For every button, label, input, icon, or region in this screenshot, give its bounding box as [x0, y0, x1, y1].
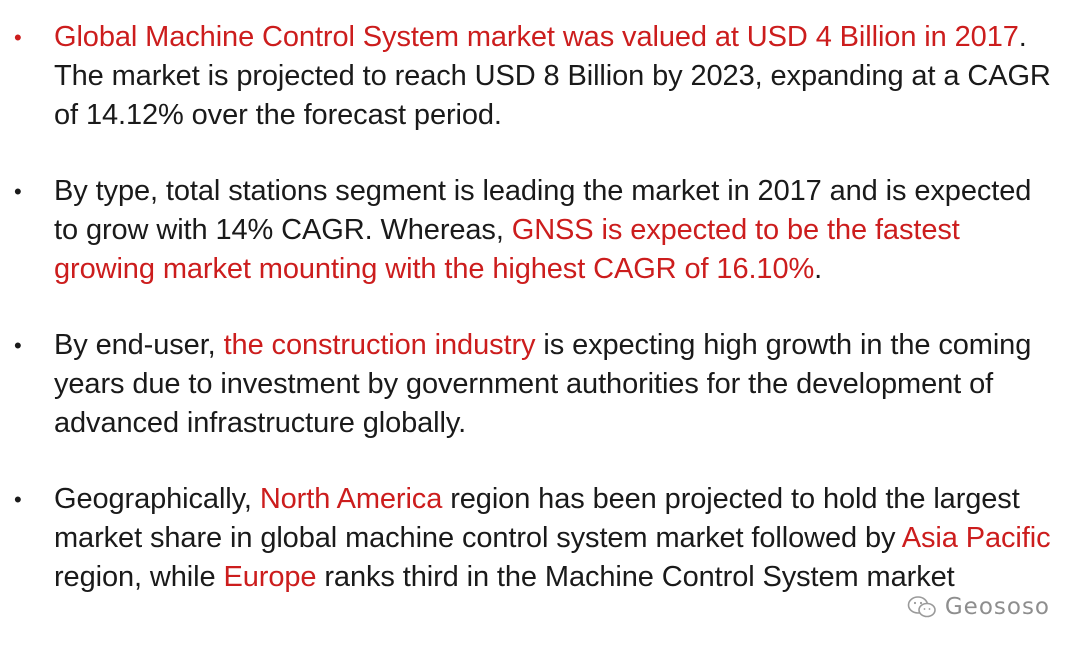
- bullet-item-geography: • Geographically, North America region h…: [0, 480, 1080, 597]
- bullet-text: ranks third in the Machine Control Syste…: [316, 561, 955, 593]
- bullet-list: • Global Machine Control System market w…: [0, 18, 1080, 634]
- bullet-text: Geographically,: [54, 483, 260, 515]
- watermark: Geososo: [907, 594, 1050, 620]
- bullet-item-market-value: • Global Machine Control System market w…: [0, 18, 1080, 135]
- bullet-text-highlight: Europe: [223, 561, 317, 593]
- bullet-text: is expecting high growth in the coming y…: [54, 329, 1032, 439]
- bullet-text-highlight: North America: [259, 483, 443, 515]
- bullet-text: region has been projected to hold the la…: [54, 483, 1020, 554]
- bullet-item-by-end-user: • By end-user, the construction industry…: [0, 326, 1080, 443]
- bullet-marker: •: [14, 487, 22, 512]
- bullet-item-by-type: • By type, total stations segment is lea…: [0, 172, 1080, 289]
- watermark-text: Geososo: [944, 594, 1050, 620]
- bullet-text-highlight: Asia Pacific: [901, 522, 1051, 554]
- bullet-marker: •: [14, 25, 22, 50]
- bullet-text: . The market is projected to reach USD 8…: [54, 21, 1051, 131]
- bullet-marker: •: [14, 179, 22, 204]
- wechat-icon: [907, 595, 937, 619]
- bullet-text: By type, total stations segment is leadi…: [54, 175, 1032, 246]
- bullet-text: By end-user,: [54, 329, 224, 361]
- bullet-text-highlight: GNSS is expected to be the fastest growi…: [54, 214, 960, 285]
- bullet-marker: •: [14, 333, 22, 358]
- bullet-text-highlight: Global Machine Control System market was…: [54, 21, 1019, 53]
- bullet-text: .: [814, 253, 823, 285]
- bullet-text-highlight: the construction industry: [223, 329, 536, 361]
- bullet-text: region, while: [54, 561, 224, 593]
